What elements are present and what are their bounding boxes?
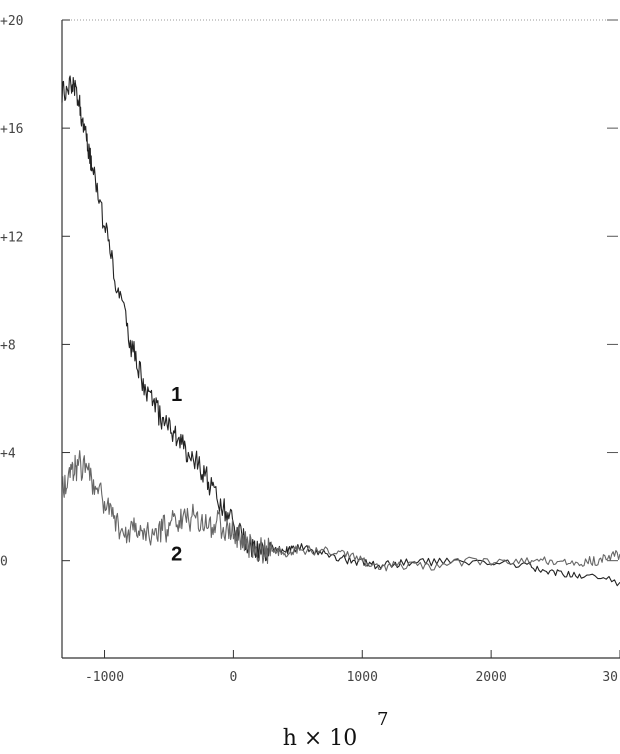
y-tick-label: 0 — [0, 555, 8, 570]
y-tick-label: +8 — [0, 338, 16, 353]
y-tick-label: +4 — [0, 447, 16, 462]
series-1-line — [61, 75, 620, 587]
x-axis-title: h × 10 — [283, 726, 358, 751]
x-tick-label: 1000 — [347, 670, 378, 685]
series-2-label: 2 — [171, 544, 182, 566]
x-tick-label: -1000 — [85, 670, 124, 685]
x-axis-title-exponent: 7 — [377, 709, 388, 730]
x-tick-label: 30 — [602, 670, 618, 685]
x-tick-label: 0 — [229, 670, 237, 685]
x-axis-title-base: h × 10 — [283, 726, 358, 751]
y-tick-label: +12 — [0, 230, 23, 245]
y-tick-label: +20 — [0, 14, 23, 29]
y-tick-label: +16 — [0, 122, 23, 137]
series-2-line — [61, 450, 620, 572]
x-tick-label: 2000 — [475, 670, 506, 685]
series-1-label: 1 — [171, 384, 182, 406]
